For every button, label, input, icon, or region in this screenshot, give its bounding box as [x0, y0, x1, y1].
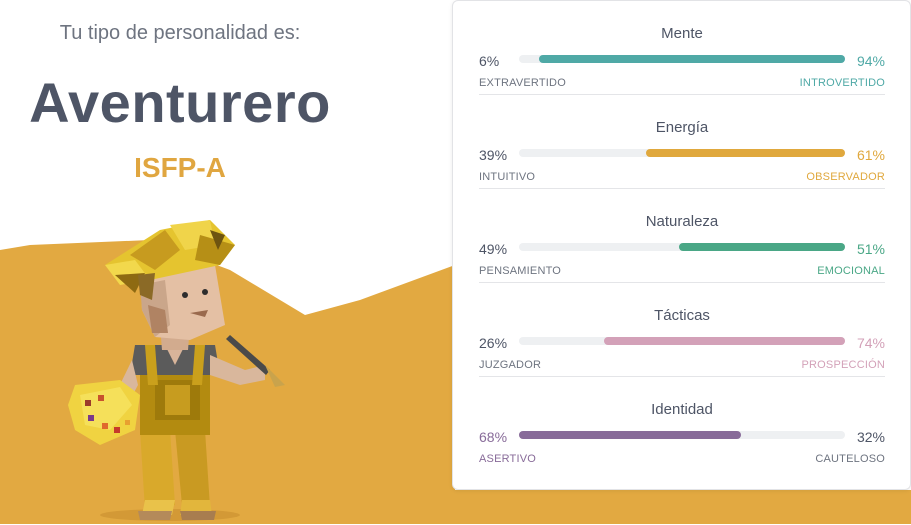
trait-bar-track — [519, 337, 845, 345]
trait-right-percent: 51% — [856, 241, 885, 257]
trait-left-percent: 26% — [479, 335, 508, 351]
trait-left-percent: 39% — [479, 147, 508, 163]
trait-left-percent: 49% — [479, 241, 508, 257]
adventurer-character-illustration — [68, 220, 285, 521]
trait-divider — [479, 188, 885, 189]
trait-right-label: PROSPECCIÓN — [801, 359, 885, 371]
trait-left-label: EXTRAVERTIDO — [479, 77, 566, 89]
trait-title: Identidad — [651, 401, 713, 418]
trait-right-label: OBSERVADOR — [806, 171, 885, 183]
trait-bar-track — [519, 243, 845, 251]
trait-left-label: JUZGADOR — [479, 359, 542, 371]
trait-right-percent: 74% — [856, 335, 885, 351]
trait-bar-fill — [646, 149, 845, 157]
trait-mente: Mente 6% 94% EXTRAVERTIDO INTROVERTIDO — [479, 1, 885, 95]
trait-bar-fill — [538, 55, 845, 63]
trait-title: Energía — [655, 119, 709, 136]
trait-right-label: INTROVERTIDO — [799, 77, 885, 89]
trait-energia: Energía 39% 61% INTUITIVO OBSERVADOR — [479, 95, 885, 189]
trait-divider — [479, 282, 885, 283]
trait-bar-track — [519, 55, 845, 63]
trait-naturaleza: Naturaleza 49% 51% PENSAMIENTO EMOCIONAL — [479, 189, 885, 283]
trait-left-label: PENSAMIENTO — [479, 265, 562, 277]
trait-title: Mente — [661, 25, 703, 42]
trait-bar-fill — [519, 431, 741, 439]
trait-left-percent: 68% — [479, 429, 508, 445]
intro-text: Tu tipo de personalidad es: — [59, 22, 301, 44]
personality-traits-panel: Mente 6% 94% EXTRAVERTIDO INTROVERTIDO E… — [452, 0, 911, 490]
trait-bar-track — [519, 149, 845, 157]
trait-divider — [479, 94, 885, 95]
trait-divider — [479, 376, 885, 377]
personality-type-code: ISFP-A — [134, 152, 226, 183]
trait-tacticas: Tácticas 26% 74% JUZGADOR PROSPECCIÓN — [479, 283, 885, 377]
trait-left-label: INTUITIVO — [479, 171, 536, 183]
trait-title: Tácticas — [654, 307, 710, 324]
trait-right-label: CAUTELOSO — [815, 453, 885, 465]
trait-bar-fill — [678, 243, 845, 251]
trait-right-percent: 32% — [856, 429, 885, 445]
trait-left-label: ASERTIVO — [479, 453, 537, 465]
personality-type-name: Aventurero — [29, 71, 331, 134]
trait-title: Naturaleza — [645, 213, 719, 230]
trait-bar-track — [519, 431, 845, 439]
trait-right-percent: 61% — [856, 147, 885, 163]
trait-bar-fill — [603, 337, 845, 345]
trait-left-percent: 6% — [479, 53, 500, 69]
trait-right-percent: 94% — [856, 53, 885, 69]
trait-right-label: EMOCIONAL — [817, 265, 885, 277]
trait-identidad: Identidad 68% 32% ASERTIVO CAUTELOSO — [479, 377, 885, 471]
